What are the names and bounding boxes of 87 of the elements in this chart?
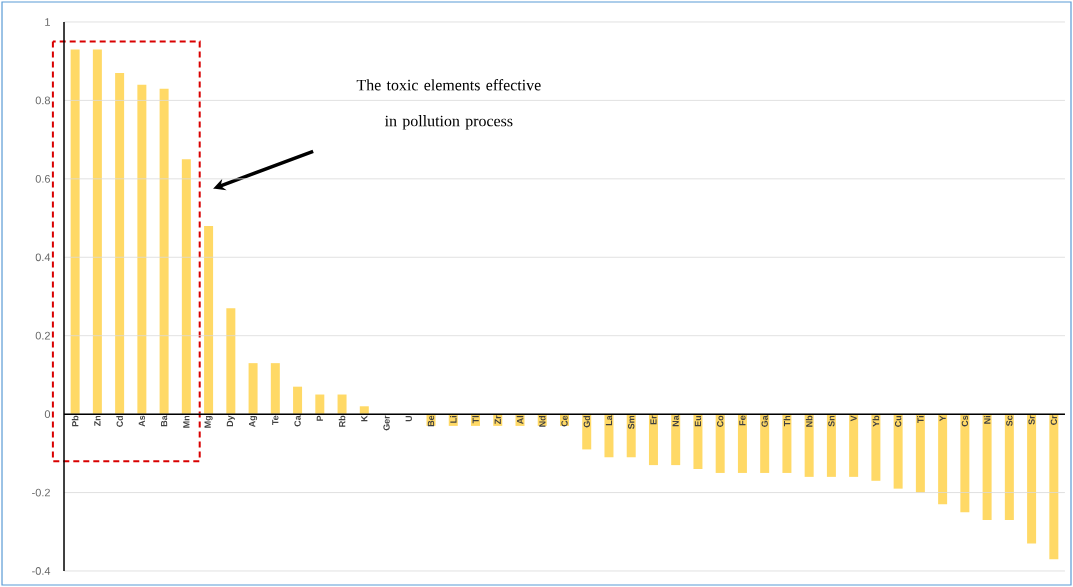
bar	[782, 414, 792, 473]
x-tick-label: Be	[427, 415, 435, 427]
bar	[826, 414, 836, 477]
bar	[849, 414, 859, 477]
y-tick-label: 0.2	[35, 331, 50, 340]
bar	[648, 414, 658, 466]
x-tick-label: Yb	[872, 415, 880, 427]
bar	[938, 414, 948, 505]
x-tick-label: Ger	[383, 415, 390, 431]
bar	[248, 363, 258, 415]
bar	[159, 88, 169, 415]
x-tick-label: Sm	[628, 415, 635, 430]
bar	[137, 84, 147, 415]
bar	[871, 414, 881, 481]
bar	[915, 414, 925, 493]
x-tick-label: Nd	[538, 415, 546, 427]
bar	[70, 49, 80, 415]
x-tick-label: Ba	[160, 415, 168, 427]
bar	[760, 414, 770, 473]
x-tick-label: Ca	[294, 415, 301, 427]
x-tick-label: Zn	[94, 415, 101, 427]
x-tick-label: Gd	[583, 415, 591, 428]
bar	[671, 414, 681, 466]
bar	[115, 72, 125, 415]
x-tick-label: Eu	[694, 415, 702, 427]
x-tick-label: Cs	[961, 415, 969, 427]
bar	[315, 394, 325, 415]
x-tick-label: Th	[783, 415, 791, 427]
y-tick-label: -0.4	[32, 567, 51, 575]
x-tick-label: Tl	[472, 415, 479, 424]
text: The toxic elements effective in pollution process	[356, 79, 541, 130]
x-tick-label: Sn	[828, 415, 835, 427]
bar	[92, 49, 102, 415]
x-tick-label: Y	[939, 415, 946, 422]
bar	[226, 308, 236, 415]
x-tick-label: Ag	[249, 415, 258, 428]
bar	[293, 386, 303, 415]
bar	[1027, 414, 1037, 544]
y-tick-label: -0.2	[32, 488, 50, 497]
x-tick-label: Mn	[183, 415, 190, 428]
x-tick-label: Na	[672, 415, 679, 427]
x-tick-label: Nb	[805, 415, 813, 427]
x-tick-label: La	[605, 415, 613, 426]
x-tick-label: Er	[650, 415, 657, 425]
x-tick-label: Rb	[338, 415, 346, 427]
x-tick-label: Fe	[739, 415, 746, 426]
x-tick-label: Ce	[561, 415, 568, 427]
bar	[982, 414, 992, 521]
bar	[804, 414, 814, 477]
bar	[693, 414, 703, 470]
x-tick-label: V	[850, 415, 857, 422]
x-tick-label: Cu	[894, 415, 902, 427]
x-tick-label: Zr	[494, 415, 501, 425]
x-tick-label: Sr	[1028, 415, 1035, 425]
bar	[1004, 414, 1014, 521]
y-tick-label: 0.8	[35, 96, 50, 105]
x-tick-label: Co	[717, 415, 724, 427]
bar	[960, 414, 970, 513]
x-tick-label: As	[138, 415, 145, 427]
bar	[204, 225, 214, 415]
x-tick-label: Ni	[983, 415, 991, 424]
x-tick-label: Ga	[761, 415, 768, 427]
x-tick-label: Te	[272, 415, 279, 426]
y-tick-label: 0	[44, 410, 51, 419]
bar	[337, 394, 347, 415]
x-tick-label: Cr	[1050, 415, 1058, 425]
x-tick-label: Mg	[204, 415, 213, 428]
x-tick-label: Cd	[116, 415, 123, 427]
y-tick-label: 1	[45, 18, 50, 26]
x-tick-label: Li	[450, 415, 457, 423]
x-tick-label: Dy	[226, 415, 235, 427]
x-tick-label: P	[316, 415, 323, 421]
bar	[181, 159, 191, 415]
x-tick-label: Al	[516, 415, 524, 425]
y-tick-label: 0.6	[35, 174, 50, 183]
x-tick-label: U	[405, 415, 412, 422]
x-tick-label: K	[361, 415, 368, 422]
x-tick-label: Ti	[917, 415, 924, 424]
bar	[715, 414, 725, 473]
bar	[737, 414, 747, 473]
x-tick-label: Sc	[1006, 415, 1013, 427]
y-tick-label: 0.4	[35, 253, 51, 262]
bar	[1049, 414, 1059, 560]
bar	[604, 414, 614, 458]
bar	[270, 363, 280, 415]
bar	[893, 414, 903, 489]
x-tick-label: Pb	[71, 415, 79, 427]
